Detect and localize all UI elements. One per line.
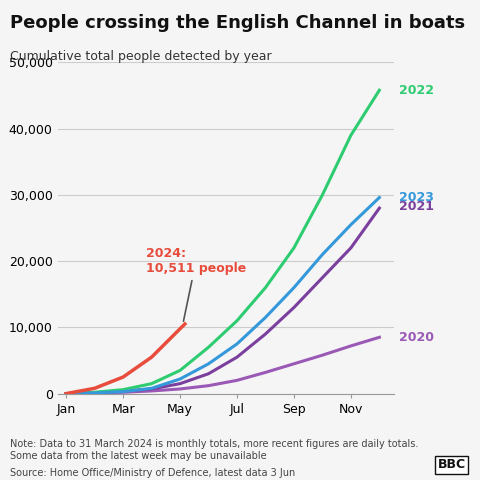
Text: 2021: 2021 — [399, 200, 434, 213]
Text: People crossing the English Channel in boats: People crossing the English Channel in b… — [10, 14, 465, 33]
Text: 2024:
10,511 people: 2024: 10,511 people — [146, 247, 246, 321]
Text: Note: Data to 31 March 2024 is monthly totals, more recent figures are daily tot: Note: Data to 31 March 2024 is monthly t… — [10, 439, 418, 461]
Text: 2023: 2023 — [399, 191, 434, 204]
Text: 2020: 2020 — [399, 331, 434, 344]
Text: Cumulative total people detected by year: Cumulative total people detected by year — [10, 50, 271, 63]
Text: Source: Home Office/Ministry of Defence, latest data 3 Jun: Source: Home Office/Ministry of Defence,… — [10, 468, 295, 478]
Text: BBC: BBC — [437, 458, 466, 471]
Text: 2022: 2022 — [399, 84, 434, 97]
